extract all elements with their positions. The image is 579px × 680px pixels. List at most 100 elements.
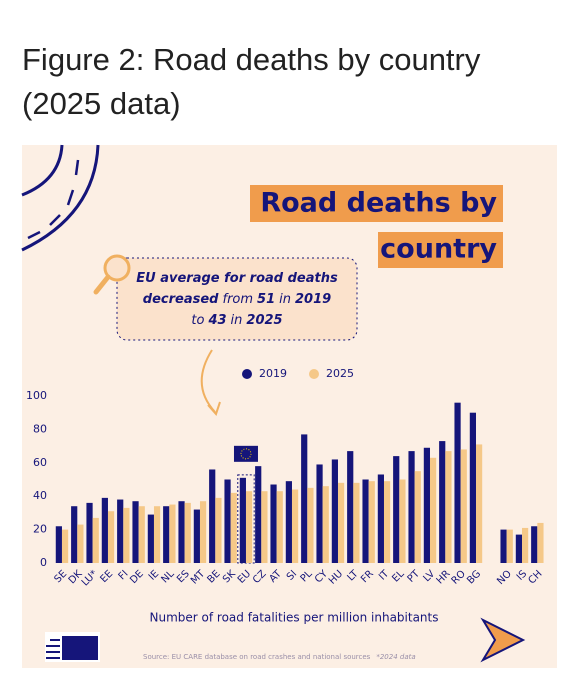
bar	[101, 497, 108, 563]
bar	[322, 486, 329, 563]
legend-label: 2025	[326, 367, 354, 380]
bar	[193, 509, 200, 563]
magnifier-icon	[93, 254, 131, 295]
bar	[230, 492, 237, 563]
bar	[107, 511, 115, 563]
callout-segment: to	[191, 313, 204, 328]
bar	[408, 451, 415, 563]
bar	[531, 526, 538, 563]
callout-segment: 43	[207, 313, 226, 328]
callout-segment: in	[279, 292, 291, 307]
bar	[261, 491, 268, 563]
bar	[454, 402, 461, 563]
bar	[178, 501, 185, 563]
callout-arrow	[207, 401, 221, 416]
bar	[184, 502, 191, 563]
panel	[22, 145, 557, 668]
y-tick-label: 80	[33, 422, 47, 435]
bar	[353, 482, 360, 563]
y-tick-label: 60	[33, 456, 47, 469]
bar	[316, 464, 323, 563]
bar	[414, 471, 421, 563]
chart-title: country	[380, 234, 497, 265]
bar	[500, 529, 507, 563]
legend-swatch	[242, 369, 252, 379]
eu-logo	[45, 632, 100, 662]
bar	[199, 501, 207, 563]
bar	[147, 514, 154, 563]
bar	[163, 506, 170, 563]
bar	[445, 451, 452, 563]
callout-segment: 2019	[295, 292, 331, 307]
bar	[209, 469, 216, 563]
bar	[86, 502, 93, 563]
bar	[439, 441, 446, 563]
bar	[383, 481, 391, 563]
y-tick-label: 40	[33, 489, 47, 502]
bar	[301, 434, 308, 563]
bar	[506, 529, 513, 563]
bar	[368, 481, 375, 563]
bar	[255, 466, 262, 563]
callout-segment: 2025	[246, 313, 282, 328]
bar	[362, 479, 369, 563]
bar	[460, 449, 467, 563]
title-highlight	[250, 185, 503, 222]
bar	[71, 506, 78, 563]
source-note: *2024 data	[376, 653, 415, 661]
bar	[393, 456, 400, 563]
callout-text: to 43 in 2025	[191, 313, 282, 328]
bar	[123, 507, 130, 563]
bar	[270, 484, 277, 563]
bar	[475, 444, 483, 563]
legend-swatch	[309, 369, 319, 379]
bar	[469, 412, 476, 563]
y-tick-label: 100	[26, 389, 47, 402]
bar	[92, 517, 99, 563]
callout-text: EU average for road deaths	[136, 271, 338, 286]
x-axis-label: Number of road fatalities per million in…	[150, 611, 439, 625]
page-title: Figure 2: Road deaths by country (2025 d…	[22, 42, 481, 121]
eu-flag	[233, 445, 258, 462]
y-tick-label: 0	[40, 556, 47, 569]
source: Source: EU CARE database on road crashes…	[143, 653, 416, 661]
bar	[521, 527, 529, 563]
source-text: Source: EU CARE database on road crashes…	[143, 653, 371, 661]
title-highlight	[378, 232, 503, 268]
bar	[337, 482, 345, 563]
callout-segment: EU average for road deaths	[136, 271, 338, 286]
eu-flag-stars	[240, 448, 252, 460]
legend-label: 2019	[259, 367, 287, 380]
bar	[399, 479, 406, 563]
bar	[285, 481, 292, 563]
callout-box	[116, 257, 358, 341]
bar	[347, 451, 354, 563]
bar	[77, 524, 84, 563]
callout-segment: 51	[257, 292, 275, 307]
bar	[215, 497, 222, 563]
bar	[276, 491, 283, 563]
callout-segment: in	[231, 313, 243, 328]
bar	[537, 522, 544, 563]
bar	[153, 506, 161, 563]
bar	[377, 474, 384, 563]
bar	[61, 529, 69, 563]
bar	[291, 489, 299, 563]
bar	[224, 479, 231, 563]
chart-title: Road deaths by	[260, 188, 497, 219]
bar	[245, 491, 253, 563]
bar	[239, 477, 246, 563]
road-decoration	[21, 144, 100, 252]
bar	[132, 501, 139, 563]
bar	[117, 499, 124, 563]
bar	[423, 447, 430, 563]
bar	[331, 459, 338, 563]
bar	[515, 534, 522, 563]
decor-arrow	[480, 617, 526, 663]
bar	[307, 487, 314, 563]
bar	[55, 526, 62, 563]
callout-segment: from	[223, 292, 254, 307]
bar	[138, 506, 145, 563]
